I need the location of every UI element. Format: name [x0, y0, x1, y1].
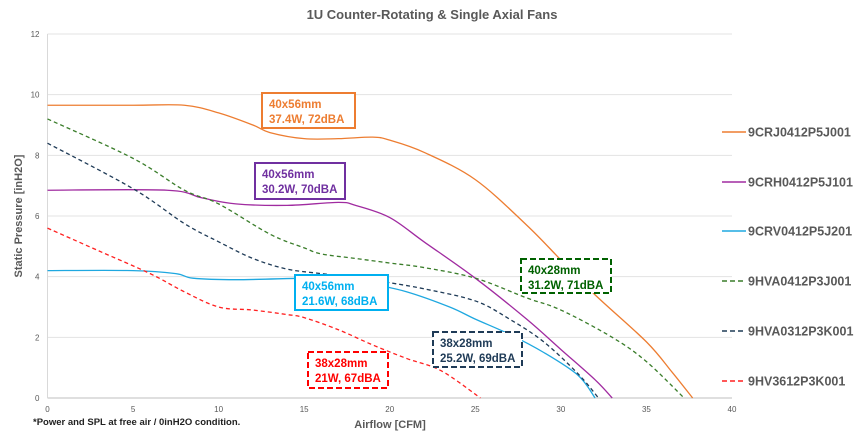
x-tick-label: 40 — [728, 405, 737, 414]
x-tick-label: 15 — [300, 405, 309, 414]
annotation-box — [254, 162, 346, 200]
annotation-power-spl: 21.6W, 68dBA — [302, 296, 377, 308]
x-tick-label: 25 — [471, 405, 480, 414]
x-tick-label: 35 — [642, 405, 651, 414]
series-line-9CRH0412P5J101 — [47, 189, 613, 399]
annotation-box — [432, 331, 523, 368]
y-tick-label: 12 — [31, 30, 40, 39]
series-line-9CRJ0412P5J001 — [47, 104, 694, 399]
x-tick-label: 5 — [131, 405, 136, 414]
chart-title: 1U Counter-Rotating & Single Axial Fans — [307, 7, 558, 22]
annotation-power-spl: 30.2W, 70dBA — [262, 184, 337, 196]
footnote: *Power and SPL at free air / 0inH2O cond… — [33, 417, 240, 428]
annotation-power-spl: 37.4W, 72dBA — [269, 114, 344, 126]
legend-label: 9HVA0312P3K001 — [748, 325, 853, 339]
annotation-box — [294, 274, 389, 311]
annotation-box — [307, 351, 389, 389]
legend-label: 9CRH0412P5J101 — [748, 176, 853, 190]
legend-label: 9CRJ0412P5J001 — [748, 126, 851, 140]
x-tick-label: 30 — [556, 405, 565, 414]
annotation-power-spl: 21W, 67dBA — [315, 373, 381, 385]
y-tick-label: 6 — [35, 212, 40, 221]
x-tick-label: 10 — [214, 405, 223, 414]
y-tick-label: 2 — [35, 333, 40, 342]
series-line-9HV3612P3K001 — [47, 227, 481, 399]
series-line-9HVA0412P3J001 — [47, 118, 685, 399]
y-axis-label: Static Pressure [inH2O] — [13, 154, 25, 277]
y-tick-label: 10 — [31, 91, 40, 100]
annotation-size: 40x56mm — [269, 99, 321, 111]
x-tick-label: 0 — [45, 405, 50, 414]
legend-label: 9HVA0412P3J001 — [748, 275, 851, 289]
annotation-box — [261, 92, 356, 129]
legend-label: 9CRV0412P5J201 — [748, 225, 852, 239]
annotation-size: 40x28mm — [528, 265, 580, 277]
annotation-power-spl: 31.2W, 71dBA — [528, 280, 603, 292]
y-tick-label: 4 — [35, 273, 40, 282]
y-tick-label: 0 — [35, 394, 40, 403]
annotation-power-spl: 25.2W, 69dBA — [440, 353, 515, 365]
annotation-box — [520, 258, 612, 294]
x-tick-label: 20 — [385, 405, 394, 414]
annotation-size: 38x28mm — [440, 338, 492, 350]
legend-label: 9HV3612P3K001 — [748, 375, 845, 389]
y-tick-label: 8 — [35, 151, 40, 160]
annotation-size: 38x28mm — [315, 358, 367, 370]
annotation-size: 40x56mm — [302, 281, 354, 293]
x-axis-label: Airflow [CFM] — [354, 419, 426, 431]
annotation-size: 40x56mm — [262, 169, 314, 181]
